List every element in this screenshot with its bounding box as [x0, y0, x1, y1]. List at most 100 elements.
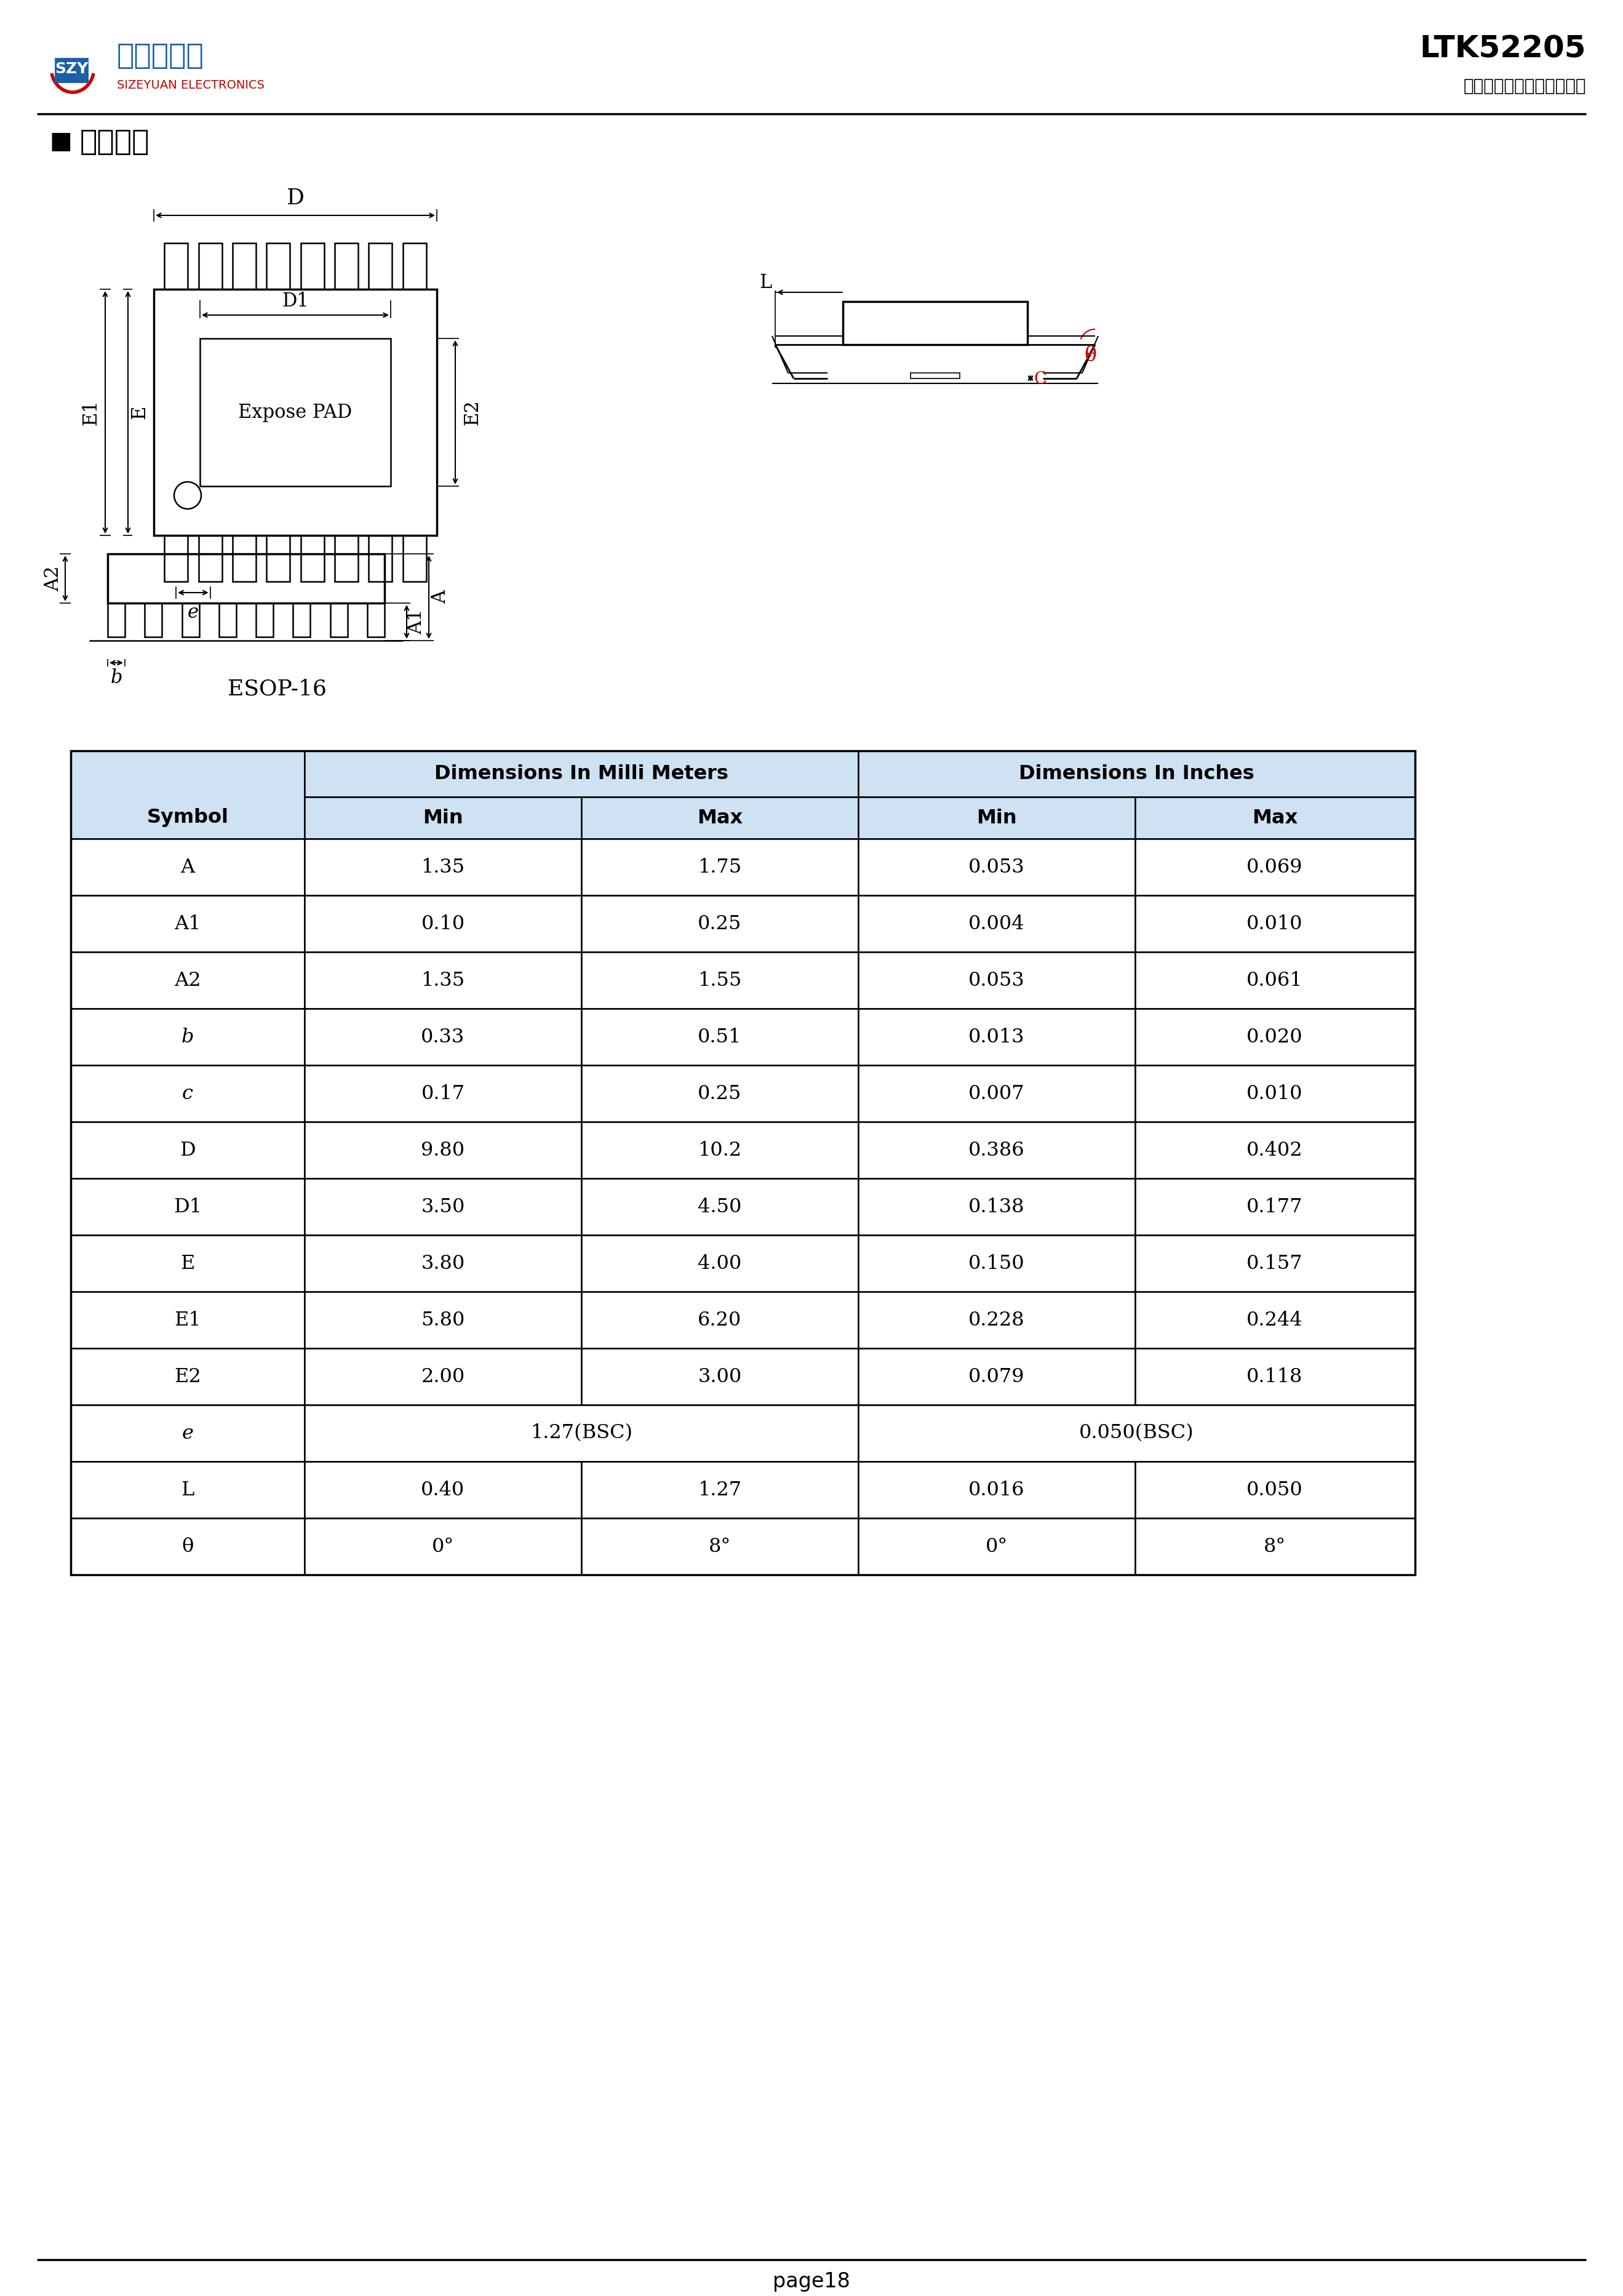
Text: E2: E2 [463, 400, 482, 425]
Bar [305, 751, 859, 797]
Bar [1134, 1348, 1415, 1405]
Bar [71, 1065, 305, 1123]
Text: 0.050: 0.050 [1246, 1481, 1303, 1499]
Bar [305, 1518, 581, 1575]
Bar [71, 1008, 305, 1065]
Text: E: E [180, 1254, 195, 1272]
Text: 0°: 0° [432, 1536, 454, 1557]
Bar [198, 535, 222, 581]
Text: θ: θ [182, 1536, 193, 1557]
Bar [581, 1123, 859, 1178]
Bar [1134, 1518, 1415, 1575]
Bar [1134, 1293, 1415, 1348]
Text: 0.228: 0.228 [969, 1311, 1024, 1329]
Bar [107, 553, 385, 604]
Bar [859, 1008, 1134, 1065]
Text: 10.2: 10.2 [698, 1141, 742, 1159]
Bar [305, 1008, 581, 1065]
Bar [368, 243, 393, 289]
Bar [1134, 838, 1415, 895]
Bar [859, 895, 1134, 953]
Bar [842, 301, 1027, 344]
Text: 6.20: 6.20 [698, 1311, 742, 1329]
Text: 8°: 8° [709, 1536, 730, 1557]
Bar [305, 838, 581, 895]
Text: 0.004: 0.004 [969, 914, 1024, 932]
Bar [334, 243, 359, 289]
Text: D1: D1 [282, 292, 308, 310]
Bar [305, 797, 581, 838]
Bar [71, 751, 1415, 1575]
Text: Min: Min [977, 808, 1018, 827]
Text: 9.80: 9.80 [420, 1141, 464, 1159]
Text: Symbol: Symbol [146, 808, 229, 827]
Bar [71, 953, 305, 1008]
Bar [859, 751, 1415, 797]
Bar [368, 535, 393, 581]
Text: 0.177: 0.177 [1246, 1196, 1303, 1217]
Text: A2: A2 [174, 971, 201, 990]
Text: 3.80: 3.80 [420, 1254, 464, 1272]
Bar [911, 372, 959, 379]
Bar [182, 604, 200, 636]
Bar [266, 535, 291, 581]
Text: 5.80: 5.80 [420, 1311, 464, 1329]
Bar [1134, 953, 1415, 1008]
Text: Dimensions In Inches: Dimensions In Inches [1019, 765, 1255, 783]
Bar [305, 895, 581, 953]
Text: Max: Max [696, 808, 743, 827]
Text: 1.35: 1.35 [420, 856, 464, 877]
Text: E1: E1 [81, 400, 101, 425]
Text: 0.053: 0.053 [969, 856, 1024, 877]
Text: 封装信息: 封装信息 [80, 129, 149, 156]
Text: 思泽远电子: 思泽远电子 [117, 44, 204, 71]
Text: 0.150: 0.150 [969, 1254, 1024, 1272]
Text: A: A [432, 590, 450, 604]
Text: D1: D1 [174, 1196, 201, 1217]
Bar [300, 535, 325, 581]
Text: L: L [182, 1481, 195, 1499]
Text: L: L [760, 273, 773, 292]
Text: e: e [188, 604, 198, 622]
Bar [164, 535, 188, 581]
Text: 1.27: 1.27 [698, 1481, 742, 1499]
Bar [305, 1405, 859, 1463]
Text: 4.00: 4.00 [698, 1254, 742, 1272]
Text: 0.10: 0.10 [420, 914, 464, 932]
Bar [294, 604, 310, 636]
Bar [266, 243, 291, 289]
Bar [154, 289, 437, 535]
Bar [581, 1065, 859, 1123]
Text: 0.51: 0.51 [698, 1026, 742, 1047]
Text: A1: A1 [174, 914, 201, 932]
Text: LTK52205: LTK52205 [1420, 34, 1586, 64]
Bar [581, 838, 859, 895]
Bar [859, 1405, 1415, 1463]
Bar [859, 953, 1134, 1008]
Text: D: D [180, 1141, 195, 1159]
Text: 0.016: 0.016 [969, 1481, 1024, 1499]
Bar [71, 1123, 305, 1178]
Text: Dimensions In Milli Meters: Dimensions In Milli Meters [435, 765, 729, 783]
Text: 0.157: 0.157 [1246, 1254, 1303, 1272]
Bar [859, 1065, 1134, 1123]
Bar [232, 535, 256, 581]
Bar [71, 1463, 305, 1518]
Bar [219, 604, 237, 636]
Text: b: b [182, 1026, 195, 1047]
Bar [71, 1348, 305, 1405]
Bar [581, 1235, 859, 1293]
Text: 0.079: 0.079 [969, 1366, 1024, 1387]
Text: 0.40: 0.40 [420, 1481, 464, 1499]
Bar [71, 1178, 305, 1235]
Text: 0.17: 0.17 [420, 1084, 464, 1102]
Bar [1134, 1235, 1415, 1293]
Text: E1: E1 [174, 1311, 201, 1329]
Text: A2: A2 [44, 565, 63, 592]
Bar [55, 57, 88, 83]
Text: 0.138: 0.138 [969, 1196, 1024, 1217]
Text: 8°: 8° [1264, 1536, 1285, 1557]
Bar [1134, 895, 1415, 953]
Text: D: D [286, 188, 304, 209]
Bar [305, 1178, 581, 1235]
